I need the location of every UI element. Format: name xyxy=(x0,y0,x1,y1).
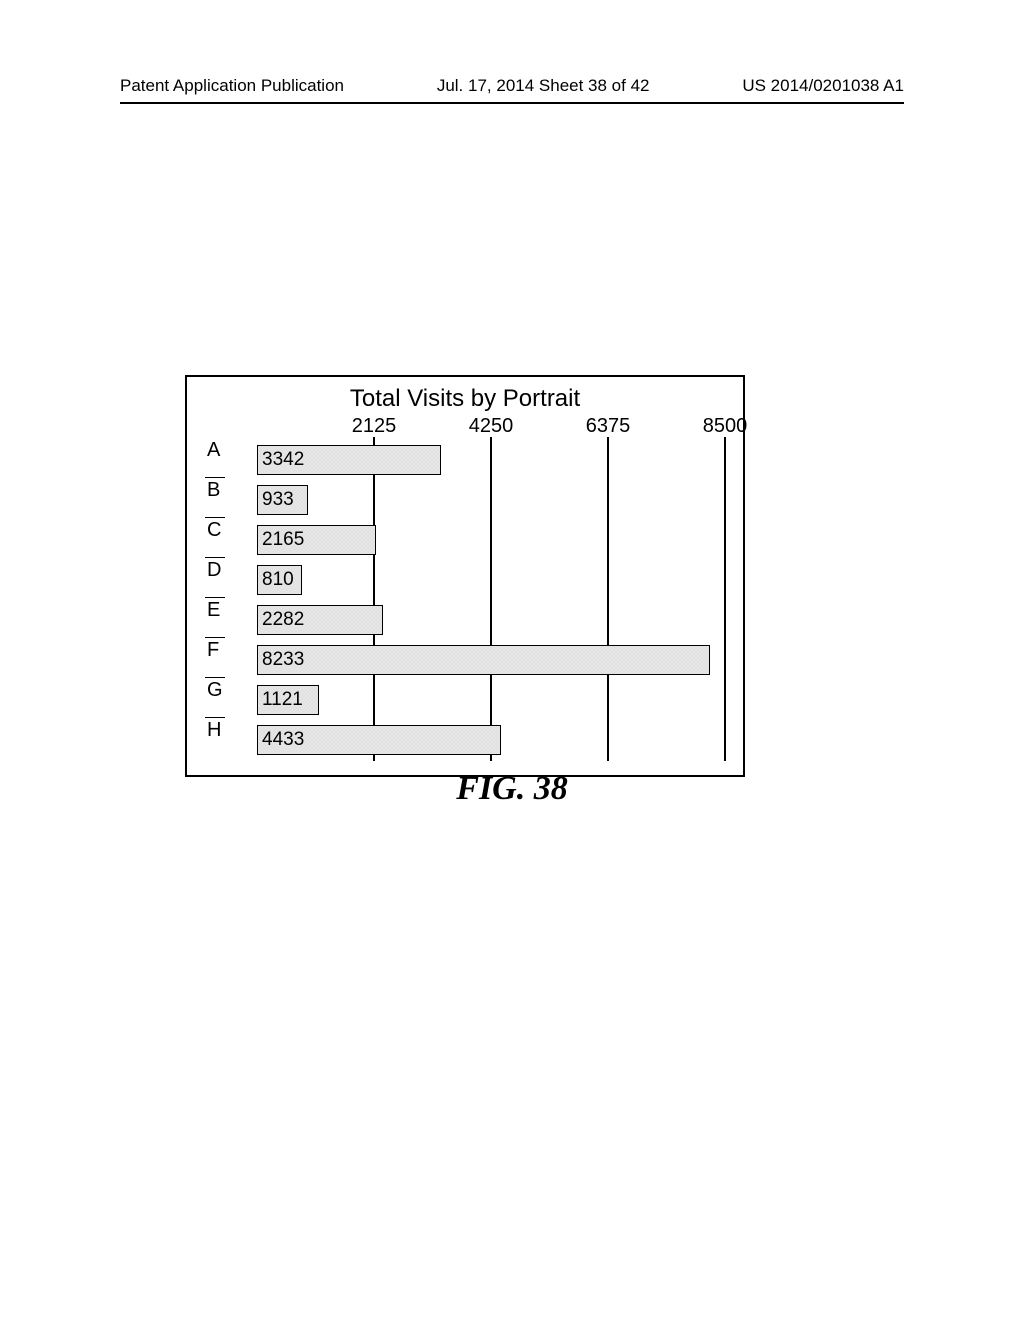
page-header: Patent Application Publication Jul. 17, … xyxy=(120,76,904,104)
category-overline xyxy=(205,597,225,598)
category-overline xyxy=(205,477,225,478)
category-overline xyxy=(205,637,225,638)
bar-row: G1121 xyxy=(257,681,723,721)
page: Patent Application Publication Jul. 17, … xyxy=(0,0,1024,1320)
category-label: F xyxy=(207,639,219,662)
chart-plot-area: 2125425063758500 A3342B933C2165D810E2282… xyxy=(257,415,723,761)
category-label: H xyxy=(207,719,221,742)
category-label: G xyxy=(207,679,223,702)
bars-zone: A3342B933C2165D810E2282F8233G1121H4433 xyxy=(257,441,723,761)
bar: 2165 xyxy=(257,525,376,555)
bar: 810 xyxy=(257,565,302,595)
x-axis-ticks: 2125425063758500 xyxy=(257,415,723,441)
bar-row: B933 xyxy=(257,481,723,521)
bar: 1121 xyxy=(257,685,319,715)
category-label: E xyxy=(207,599,220,622)
bar: 2282 xyxy=(257,605,383,635)
x-tick-label: 6375 xyxy=(586,415,631,438)
header-publication: Patent Application Publication xyxy=(120,76,344,96)
bar: 8233 xyxy=(257,645,710,675)
chart-title: Total Visits by Portrait xyxy=(197,385,733,413)
category-overline xyxy=(205,517,225,518)
bar: 4433 xyxy=(257,725,501,755)
figure-caption: FIG. 38 xyxy=(0,770,1024,808)
bar-row: F8233 xyxy=(257,641,723,681)
bar: 3342 xyxy=(257,445,441,475)
bar-row: D810 xyxy=(257,561,723,601)
header-date-sheet: Jul. 17, 2014 Sheet 38 of 42 xyxy=(437,76,650,96)
header-pub-number: US 2014/0201038 A1 xyxy=(742,76,904,96)
bar-row: H4433 xyxy=(257,721,723,761)
x-tick-label: 4250 xyxy=(469,415,514,438)
x-tick-label: 2125 xyxy=(352,415,397,438)
category-overline xyxy=(205,557,225,558)
category-label: D xyxy=(207,559,221,582)
gridline xyxy=(724,441,726,761)
category-overline xyxy=(205,677,225,678)
category-label: B xyxy=(207,479,220,502)
bar-row: E2282 xyxy=(257,601,723,641)
bar: 933 xyxy=(257,485,308,515)
category-label: C xyxy=(207,519,221,542)
bar-row: A3342 xyxy=(257,441,723,481)
category-label: A xyxy=(207,439,220,462)
visits-chart: Total Visits by Portrait 2125 4250 6375 850… xyxy=(185,375,745,777)
x-tick-label: 8500 xyxy=(703,415,748,438)
bar-row: C2165 xyxy=(257,521,723,561)
category-overline xyxy=(205,717,225,718)
